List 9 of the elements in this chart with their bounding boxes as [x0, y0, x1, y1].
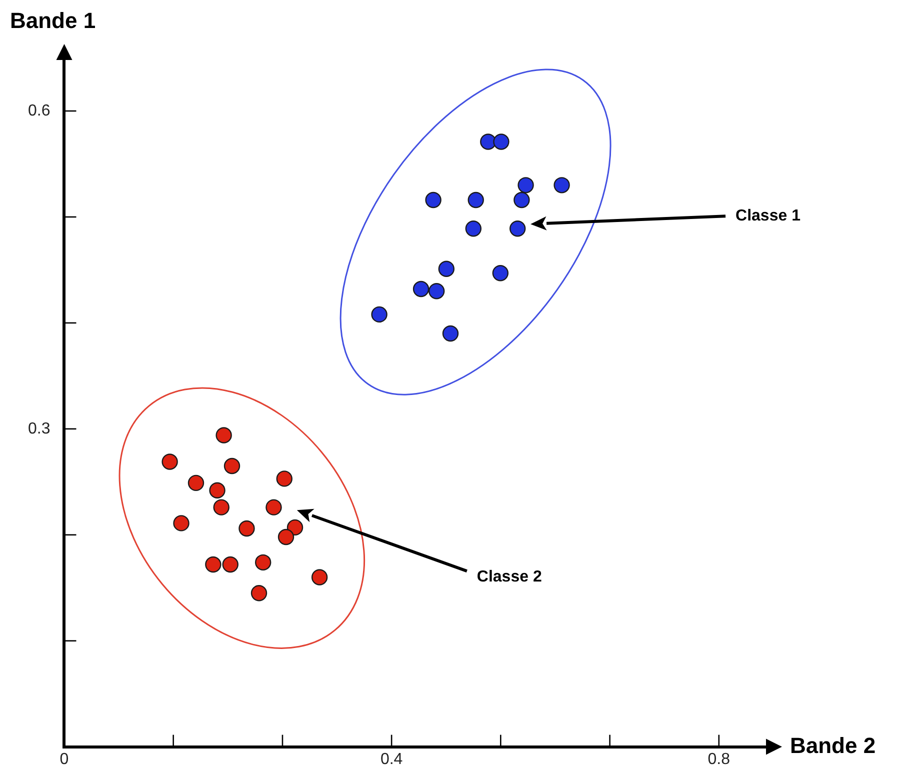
x-tick-label: 0 [60, 750, 69, 768]
x-tick-label: 0.4 [380, 750, 403, 768]
y-axis-title: Bande 1 [10, 8, 96, 34]
annotation: Classe 1 [736, 207, 801, 224]
x-tick-label: 0.8 [708, 750, 730, 768]
y-tick-label: 0.6 [28, 102, 50, 120]
annotation: Classe 2 [476, 568, 542, 586]
y-tick-label: 0.3 [28, 420, 50, 438]
x-axis-title: Bande 2 [790, 732, 876, 758]
